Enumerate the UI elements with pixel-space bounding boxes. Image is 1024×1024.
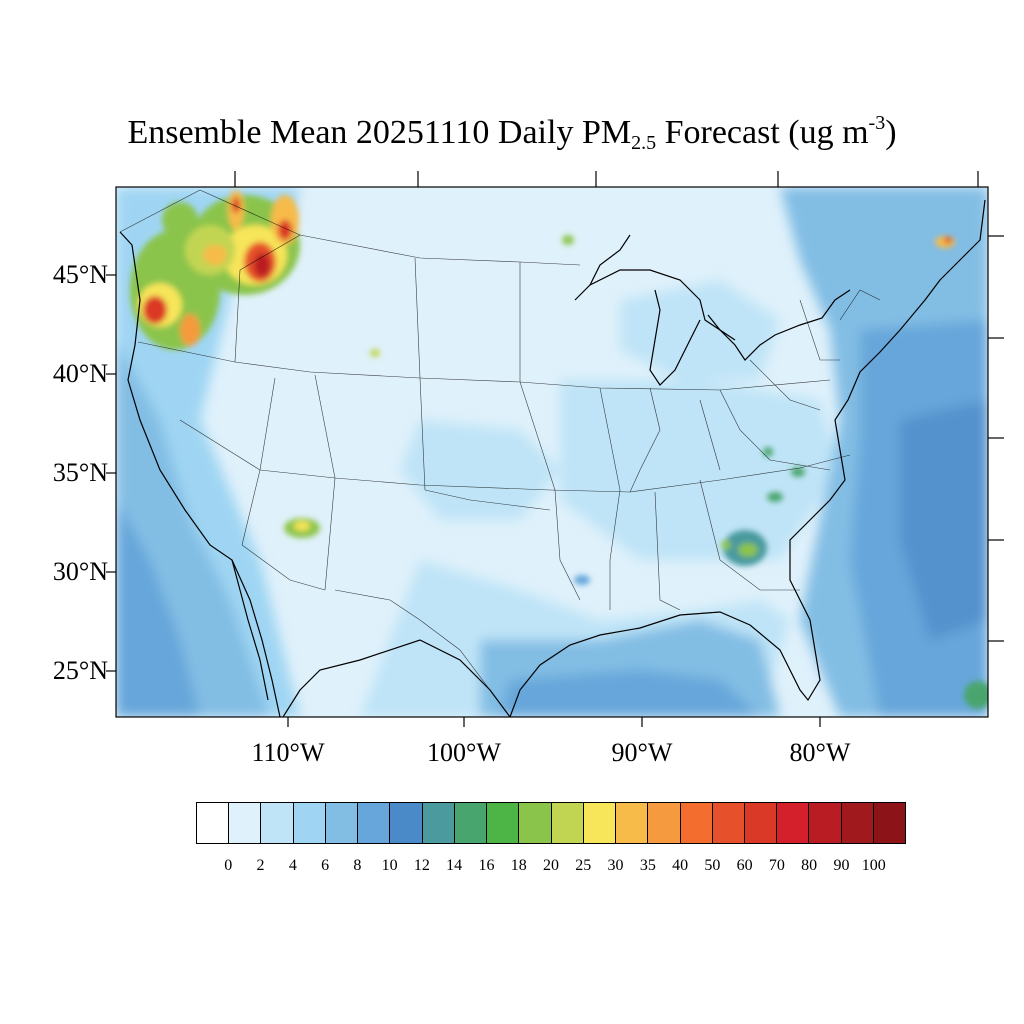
- title-end: ): [885, 114, 897, 151]
- map-frame: [115, 186, 989, 718]
- concentration-field: [116, 187, 988, 717]
- colorbar-label: 6: [321, 857, 330, 874]
- colorbar-label: 50: [704, 857, 721, 874]
- colorbar-swatch: [519, 803, 552, 843]
- lat-label-35: 35°N: [52, 458, 108, 487]
- colorbar-swatch: [680, 803, 713, 843]
- colorbar-label: 60: [736, 857, 753, 874]
- colorbar-label: 12: [413, 857, 430, 874]
- coastlines: [119, 199, 986, 717]
- colorbar-label: 2: [256, 857, 265, 874]
- colorbar-swatch: [390, 803, 423, 843]
- lat-label-30: 30°N: [52, 557, 108, 586]
- colorbar-label: 14: [446, 857, 463, 874]
- colorbar: [196, 802, 906, 844]
- lon-label-80w: 80°W: [789, 738, 851, 767]
- map-title: Ensemble Mean 20251110 Daily PM2.5 Forec…: [0, 112, 1024, 155]
- lon-label-100w: 100°W: [427, 738, 501, 767]
- colorbar-label: 10: [381, 857, 398, 874]
- colorbar-swatch: [422, 803, 455, 843]
- colorbar-swatch: [841, 803, 874, 843]
- lat-label-40: 40°N: [52, 359, 108, 388]
- colorbar-label: 100: [861, 857, 886, 874]
- lon-label-110w: 110°W: [251, 738, 325, 767]
- colorbar-swatch: [777, 803, 810, 843]
- title-middle: Forecast (ug m: [656, 114, 869, 151]
- colorbar-swatch: [712, 803, 745, 843]
- colorbar-swatch: [293, 803, 326, 843]
- colorbar-label: 70: [768, 857, 785, 874]
- colorbar-swatch: [744, 803, 778, 843]
- title-subscript: 2.5: [631, 132, 657, 154]
- colorbar-swatch: [809, 803, 842, 843]
- colorbar-label: 30: [607, 857, 624, 874]
- colorbar-label: 35: [639, 857, 656, 874]
- colorbar-label: 8: [353, 857, 362, 874]
- colorbar-swatch: [648, 803, 681, 843]
- colorbar-swatch: [358, 803, 391, 843]
- colorbar-swatch: [229, 803, 262, 843]
- colorbar-swatch: [487, 803, 520, 843]
- tick-marks: [106, 171, 1004, 727]
- colorbar-swatch: [583, 803, 617, 843]
- colorbar-swatch: [325, 803, 359, 843]
- colorbar-label: 4: [288, 857, 297, 874]
- colorbar-swatch: [454, 803, 488, 843]
- colorbar-swatch: [873, 803, 906, 843]
- colorbar-label: 0: [224, 857, 233, 874]
- state-borders: [119, 189, 881, 691]
- colorbar-swatch: [261, 803, 294, 843]
- colorbar-label: 80: [801, 857, 818, 874]
- lat-label-25: 25°N: [52, 656, 108, 685]
- colorbar-swatch: [197, 803, 230, 843]
- colorbar-label: 25: [575, 857, 592, 874]
- lat-label-45: 45°N: [52, 260, 108, 289]
- hotspots: [130, 190, 988, 709]
- colorbar-swatch: [551, 803, 584, 843]
- colorbar-label: 18: [510, 857, 527, 874]
- colorbar-label: 40: [672, 857, 689, 874]
- colorbar-swatch: [616, 803, 649, 843]
- colorbar-label: 16: [478, 857, 495, 874]
- lon-label-90w: 90°W: [611, 738, 673, 767]
- title-main: Ensemble Mean 20251110 Daily PM: [127, 114, 632, 151]
- title-superscript: -3: [868, 112, 886, 134]
- colorbar-label: 20: [543, 857, 559, 874]
- colorbar-label: 90: [833, 857, 850, 874]
